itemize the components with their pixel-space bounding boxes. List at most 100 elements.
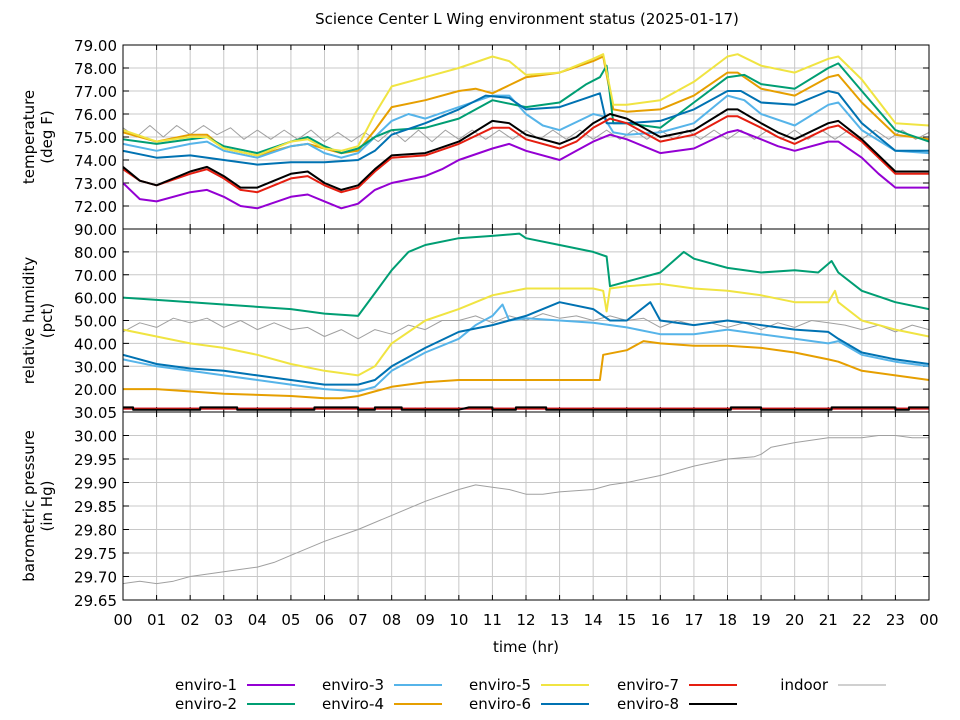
series-line-enviro-2	[123, 62, 929, 155]
panel-1: 72.00 73.00 74.00 75.00 76.00 77.00 78.00 79.00…	[20, 37, 930, 230]
y-axis-label: (deg F)	[38, 110, 56, 163]
y-axis-label: (in Hg)	[38, 481, 56, 532]
x-tick-label: 17	[684, 611, 703, 629]
y-tick-label: 90.00	[74, 221, 117, 239]
y-tick-label: 40.00	[74, 335, 117, 353]
x-tick-label: 22	[852, 611, 871, 629]
series-line-enviro-4	[123, 55, 929, 157]
y-tick-label: 76.00	[74, 106, 117, 124]
series-line-enviro-6	[123, 90, 929, 166]
y-tick-label: 29.75	[74, 545, 117, 563]
y-tick-label: 77.00	[74, 83, 117, 101]
series-line-indoor	[123, 313, 929, 340]
legend-entry-enviro-2: enviro-2	[175, 695, 295, 713]
y-tick-label: 73.00	[74, 175, 117, 193]
legend-entry-enviro-5: enviro-5	[469, 676, 589, 694]
series-line-enviro-6	[123, 301, 929, 386]
y-axis-label: temperature	[20, 90, 38, 184]
x-tick-label: 04	[248, 611, 267, 629]
legend-entry-enviro-6: enviro-6	[469, 695, 589, 713]
series-line-indoor	[123, 435, 929, 585]
x-axis-label: time (hr)	[493, 638, 559, 656]
legend-label: enviro-4	[322, 695, 384, 713]
series-line-enviro-8	[123, 406, 929, 411]
legend-label: enviro-1	[175, 676, 237, 694]
x-tick-label: 06	[315, 611, 334, 629]
legend-entry-enviro-7: enviro-7	[617, 676, 737, 694]
legend-entry-enviro-4: enviro-4	[322, 695, 442, 713]
y-tick-label: 72.00	[74, 198, 117, 216]
chart-panels: 72.00 73.00 74.00 75.00 76.00 77.00 78.00 79.00…	[20, 37, 930, 610]
series-line-enviro-7	[123, 115, 929, 194]
x-tick-label: 14	[584, 611, 603, 629]
x-tick-label: 21	[819, 611, 838, 629]
y-tick-label: 74.00	[74, 152, 117, 170]
x-tick-label: 08	[382, 611, 401, 629]
y-tick-label: 30.05	[74, 404, 117, 422]
y-tick-label: 29.90	[74, 475, 117, 493]
y-tick-label: 29.70	[74, 569, 117, 587]
x-tick-label: 19	[752, 611, 771, 629]
x-tick-label: 02	[181, 611, 200, 629]
legend-entry-indoor: indoor	[780, 676, 886, 694]
y-tick-label: 75.00	[74, 129, 117, 147]
y-tick-label: 50.00	[74, 313, 117, 331]
chart-title: Science Center L Wing environment status…	[315, 10, 739, 28]
x-tick-label: 13	[550, 611, 569, 629]
series-line-enviro-5	[123, 53, 929, 157]
y-axis-label: barometric pressure	[20, 430, 38, 582]
x-tick-label: 01	[147, 611, 166, 629]
x-tick-label: 09	[416, 611, 435, 629]
y-tick-label: 30.00	[74, 358, 117, 376]
series-group	[123, 53, 929, 210]
series-line-enviro-5	[123, 282, 929, 377]
y-tick-label: 30.00	[74, 428, 117, 446]
y-axis-label: relative humidity	[20, 257, 38, 385]
y-tick-label: 29.65	[74, 592, 117, 610]
panel-frame	[122, 411, 930, 601]
y-axis-label: (pct)	[38, 303, 56, 338]
legend-label: enviro-7	[617, 676, 679, 694]
y-tick-label: 78.00	[74, 60, 117, 78]
legend-label: enviro-2	[175, 695, 237, 713]
series-group	[123, 435, 929, 585]
x-tick-label: 12	[516, 611, 535, 629]
x-tick-label: 18	[718, 611, 737, 629]
x-tick-label: 00	[919, 611, 938, 629]
y-tick-label: 29.80	[74, 522, 117, 540]
y-tick-label: 29.85	[74, 498, 117, 516]
x-tick-label: 05	[281, 611, 300, 629]
series-line-enviro-2	[123, 232, 929, 317]
x-tick-label: 07	[349, 611, 368, 629]
legend-entry-enviro-8: enviro-8	[617, 695, 737, 713]
y-tick-label: 20.00	[74, 381, 117, 399]
legend-label: indoor	[780, 676, 829, 694]
panel-2: 20.00 30.00 40.00 50.00 60.00 70.00 80.00 90.00…	[20, 221, 930, 413]
legend-label: enviro-8	[617, 695, 679, 713]
x-tick-label: 03	[214, 611, 233, 629]
legend-label: enviro-5	[469, 676, 531, 694]
y-tick-label: 60.00	[74, 290, 117, 308]
series-line-enviro-8	[123, 108, 929, 191]
legend-label: enviro-6	[469, 695, 531, 713]
y-tick-label: 79.00	[74, 37, 117, 55]
series-line-indoor	[123, 125, 929, 143]
y-tick-label: 70.00	[74, 267, 117, 285]
x-tick-label: 23	[886, 611, 905, 629]
x-tick-label: 10	[449, 611, 468, 629]
legend-entry-enviro-1: enviro-1	[175, 676, 295, 694]
series-line-enviro-4	[123, 340, 929, 400]
x-tick-label: 11	[483, 611, 502, 629]
legend-label: enviro-3	[322, 676, 384, 694]
x-tick-label: 16	[651, 611, 670, 629]
x-axis: 00 01 02 03 04 05 06 07 08 09 10 11 12 13 14 15 16 17 18 19…	[113, 611, 938, 629]
y-tick-label: 29.95	[74, 451, 117, 469]
series-line-enviro-3	[123, 303, 929, 393]
y-tick-label: 80.00	[74, 244, 117, 262]
series-line-enviro-1	[123, 129, 929, 210]
series-group	[123, 232, 929, 411]
panel-3: 29.65 29.70 29.75 29.80 29.85 29.90 29.95 30.00…	[20, 404, 930, 610]
x-tick-label: 00	[113, 611, 132, 629]
